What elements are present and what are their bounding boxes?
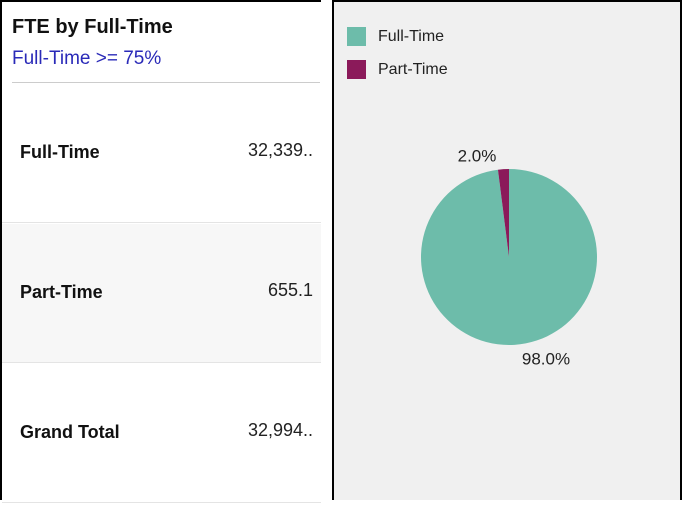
table-panel: FTE by Full-Time Full-Time >= 75% Full-T… xyxy=(0,0,321,503)
cell-value: 655.1 xyxy=(267,280,313,300)
divider xyxy=(12,82,320,83)
panel-title: FTE by Full-Time xyxy=(12,16,173,38)
legend-label: Part-Time xyxy=(378,61,448,78)
cell-label: Full-Time xyxy=(20,142,100,162)
cell-value: 32,994.. xyxy=(247,420,313,440)
pie-slice xyxy=(421,169,597,345)
pie-slice xyxy=(497,169,509,257)
cell-value: 32,339.. xyxy=(247,140,313,160)
slice-label: 2.0% xyxy=(458,146,497,165)
table-row: Full-Time 32,339.. xyxy=(2,84,321,223)
legend-label: Full-Time xyxy=(378,28,444,45)
legend-swatch xyxy=(347,27,366,46)
table-row: Grand Total 32,994.. xyxy=(2,364,321,503)
chart-panel: 98.0% 2.0% Full-Time Part-Time xyxy=(332,0,682,500)
table-row: Part-Time 655.1 xyxy=(2,224,321,363)
slice-label: 98.0% xyxy=(522,349,570,368)
legend-swatch xyxy=(347,60,366,79)
cell-label: Part-Time xyxy=(20,282,103,302)
chart: 98.0% 2.0% Full-Time Part-Time xyxy=(347,27,597,368)
cell-label: Grand Total xyxy=(20,422,120,442)
panel-subtitle: Full-Time >= 75% xyxy=(12,48,162,69)
